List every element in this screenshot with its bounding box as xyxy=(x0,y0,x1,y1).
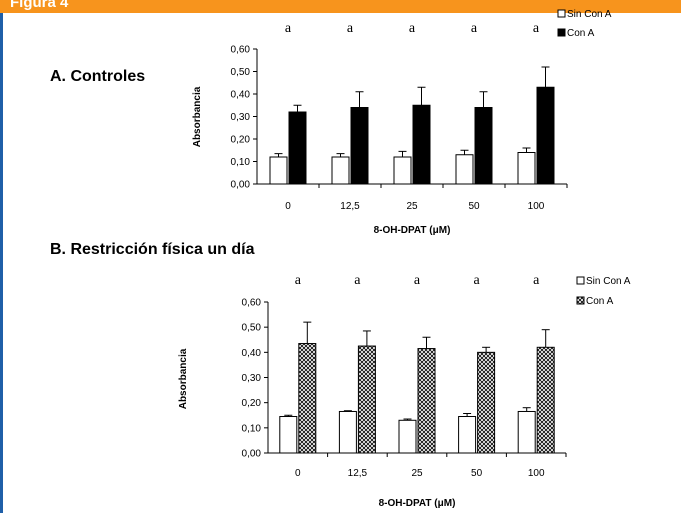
chart-b-ytick-label: 0,10 xyxy=(242,423,262,434)
chart-a-bar-sin-con-a xyxy=(517,152,536,185)
chart-a-annotation: a xyxy=(347,21,354,36)
chart-a-bar-sin-con-a xyxy=(393,156,412,185)
chart-b-xtick-label: 12,5 xyxy=(348,468,368,479)
chart-a-bar-sin-con-a xyxy=(269,156,288,185)
figure-header-bar: Figura 4 xyxy=(0,0,681,13)
chart-a-y-axis-label: Absorbancia xyxy=(192,86,203,147)
chart-b-annotation: a xyxy=(295,273,302,288)
chart-a-bar-con-a xyxy=(350,107,369,185)
chart-a-xtick-label: 100 xyxy=(528,201,545,212)
chart-b-xtick-label: 25 xyxy=(411,468,423,479)
figure-header-title: Figura 4 xyxy=(10,0,69,11)
chart-b-annotation: a xyxy=(473,273,480,288)
chart-b-bar-con-a xyxy=(536,346,555,454)
chart-b-bar-sin-con-a xyxy=(398,419,417,454)
chart-b-xtick-label: 0 xyxy=(295,468,301,479)
figure-left-border xyxy=(0,13,3,513)
chart-b-legend-swatch-sin-con-a xyxy=(576,276,585,285)
chart-b-bar-sin-con-a xyxy=(458,416,477,454)
chart-a-bar-sin-con-a xyxy=(455,154,474,185)
chart-a-legend-swatch-sin-con-a xyxy=(557,9,566,18)
chart-b-bar-sin-con-a xyxy=(517,410,536,454)
chart-b-bar-sin-con-a xyxy=(338,410,357,454)
chart-a-bar-con-a xyxy=(412,104,431,185)
panel-b-title: B. Restricción física un día xyxy=(50,241,255,258)
chart-b-ytick-label: 0,60 xyxy=(242,298,262,309)
panel-a-title: A. Controles xyxy=(50,68,146,85)
chart-b-ytick-label: 0,30 xyxy=(242,373,262,384)
chart-b-annotation: a xyxy=(414,273,421,288)
chart-b-ytick-label: 0,50 xyxy=(242,323,262,334)
chart-a-bar-sin-con-a xyxy=(331,156,350,185)
chart-b-legend-swatch-con-a xyxy=(576,296,585,305)
chart-b-xtick-label: 50 xyxy=(471,468,483,479)
chart-b-annotation: a xyxy=(354,273,361,288)
chart-a-x-axis-label: 8-OH-DPAT (μM) xyxy=(374,225,451,236)
chart-b-bar-con-a xyxy=(417,348,436,454)
chart-a-ytick-label: 0,10 xyxy=(231,157,251,168)
chart-a-ytick-label: 0,20 xyxy=(231,135,251,146)
chart-a-xtick-label: 12,5 xyxy=(340,201,360,212)
chart-b-bar-sin-con-a xyxy=(279,416,298,454)
chart-a-ytick-label: 0,50 xyxy=(231,67,251,78)
chart-b-xtick-label: 100 xyxy=(528,468,545,479)
chart-b-x-axis-label: 8-OH-DPAT (μM) xyxy=(379,498,456,509)
chart-b-annotation: a xyxy=(533,273,540,288)
chart-a-bar-con-a xyxy=(288,111,307,185)
chart-a-ytick-label: 0,60 xyxy=(231,45,251,56)
chart-b-ytick-label: 0,00 xyxy=(242,449,262,460)
chart-b-legend-label-con-a: Con A xyxy=(586,296,614,307)
chart-a-xtick-label: 50 xyxy=(468,201,480,212)
chart-a-annotation: a xyxy=(409,21,416,36)
chart-a-xtick-label: 25 xyxy=(406,201,418,212)
chart-a-ytick-label: 0,00 xyxy=(231,180,251,191)
chart-a-legend-label-sin-con-a: Sin Con A xyxy=(567,9,612,20)
chart-a-bar-con-a xyxy=(474,107,493,185)
chart-a-legend-swatch-con-a xyxy=(557,28,566,37)
chart-b-bar-con-a xyxy=(357,345,376,454)
chart-b-bar-con-a xyxy=(298,343,317,454)
chart-a-annotation: a xyxy=(285,21,292,36)
chart-a-bar-con-a xyxy=(536,86,555,185)
chart-a-ytick-label: 0,30 xyxy=(231,112,251,123)
chart-b-ytick-label: 0,20 xyxy=(242,398,262,409)
chart-a-ytick-label: 0,40 xyxy=(231,90,251,101)
chart-a-annotation: a xyxy=(471,21,478,36)
chart-a-xtick-label: 0 xyxy=(285,201,291,212)
chart-b-bar-con-a xyxy=(477,351,496,454)
chart-b-legend-label-sin-con-a: Sin Con A xyxy=(586,276,631,287)
chart-b-ytick-label: 0,40 xyxy=(242,348,262,359)
chart-b-y-axis-label: Absorbancia xyxy=(178,348,189,409)
chart-a-annotation: a xyxy=(533,21,540,36)
chart-a-legend-label-con-a: Con A xyxy=(567,28,595,39)
